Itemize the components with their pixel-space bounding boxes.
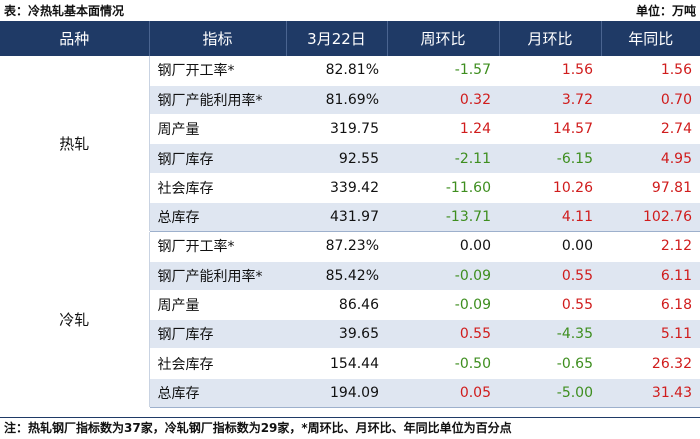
mom-cell: 4.11 <box>499 202 601 233</box>
mom-cell: -6.15 <box>499 143 601 174</box>
yoy-cell: 26.32 <box>601 348 700 379</box>
indicator-cell: 总库存 <box>149 202 286 233</box>
header-row: 品种 指标 3月22日 周环比 月环比 年同比 <box>0 21 700 56</box>
wow-cell: -0.50 <box>387 348 499 379</box>
indicator-cell: 周产量 <box>149 114 286 145</box>
yoy-cell: 2.12 <box>601 231 700 262</box>
value-cell: 81.69% <box>286 85 387 116</box>
table-row: 钢厂库存 92.55 -2.11 -6.15 4.95 <box>0 143 700 174</box>
table-row: 社会库存 154.44 -0.50 -0.65 26.32 <box>0 348 700 379</box>
yoy-cell: 4.95 <box>601 143 700 174</box>
value-cell: 92.55 <box>286 143 387 174</box>
indicator-cell: 钢厂产能利用率* <box>149 261 286 291</box>
variety-cell: 热轧 <box>0 56 150 233</box>
wow-cell: -13.71 <box>387 202 499 233</box>
mom-cell: 0.55 <box>499 290 601 321</box>
wow-cell: -1.57 <box>387 56 499 86</box>
value-cell: 39.65 <box>286 319 387 350</box>
mom-cell: 10.26 <box>499 173 601 203</box>
indicator-cell: 钢厂产能利用率* <box>149 85 286 116</box>
yoy-cell: 1.56 <box>601 56 700 86</box>
table-row: 社会库存 339.42 -11.60 10.26 97.81 <box>0 173 700 203</box>
table-caption: 表：冷热轧基本面情况 单位：万吨 <box>0 0 700 21</box>
mom-cell: 1.56 <box>499 56 601 86</box>
value-cell: 431.97 <box>286 202 387 233</box>
value-cell: 319.75 <box>286 114 387 145</box>
fundamentals-table: 品种 指标 3月22日 周环比 月环比 年同比 热轧 钢厂开工率* 82.81% -1… <box>0 21 700 409</box>
table-row: 钢厂产能利用率* 81.69% 0.32 3.72 0.70 <box>0 85 700 116</box>
table-title: 表：冷热轧基本面情况 <box>4 4 125 18</box>
value-cell: 82.81% <box>286 56 387 86</box>
indicator-cell: 社会库存 <box>149 173 286 203</box>
value-cell: 87.23% <box>286 231 387 262</box>
table-row: 钢厂库存 39.65 0.55 -4.35 5.11 <box>0 319 700 350</box>
table-row: 钢厂产能利用率* 85.42% -0.09 0.55 6.11 <box>0 261 700 291</box>
yoy-cell: 0.70 <box>601 85 700 116</box>
yoy-cell: 97.81 <box>601 173 700 203</box>
indicator-cell: 周产量 <box>149 290 286 321</box>
table-row: 总库存 431.97 -13.71 4.11 102.76 <box>0 202 700 233</box>
mom-cell: -4.35 <box>499 319 601 350</box>
wow-cell: 0.00 <box>387 231 499 262</box>
mom-cell: 3.72 <box>499 85 601 116</box>
yoy-cell: 102.76 <box>601 202 700 233</box>
yoy-cell: 31.43 <box>601 378 700 409</box>
unit-label: 单位：万吨 <box>635 4 696 18</box>
yoy-cell: 2.74 <box>601 114 700 145</box>
mom-cell: -5.00 <box>499 378 601 409</box>
wow-cell: 0.55 <box>387 319 499 350</box>
yoy-cell: 6.11 <box>601 261 700 291</box>
variety-cell: 冷轧 <box>0 231 150 409</box>
table-row: 热轧 钢厂开工率* 82.81% -1.57 1.56 1.56 <box>0 56 700 233</box>
footnote: 注：热轧钢厂指标数为37家，冷轧钢厂指标数为29家，*周环比、月环比、年同比单位… <box>0 417 700 438</box>
mom-cell: -0.65 <box>499 348 601 379</box>
indicator-cell: 社会库存 <box>149 348 286 379</box>
indicator-cell: 钢厂库存 <box>149 143 286 174</box>
table-row: 总库存 194.09 0.05 -5.00 31.43 <box>0 378 700 409</box>
table-body: 热轧 钢厂开工率* 82.81% -1.57 1.56 1.56 钢厂产能利用率* 81.69… <box>0 56 700 409</box>
wow-cell: -11.60 <box>387 173 499 203</box>
wow-cell: -2.11 <box>387 143 499 174</box>
value-cell: 194.09 <box>286 378 387 409</box>
header-variety: 品种 <box>0 21 149 56</box>
table-row: 周产量 86.46 -0.09 0.55 6.18 <box>0 290 700 321</box>
value-cell: 85.42% <box>286 261 387 291</box>
yoy-cell: 6.18 <box>601 290 700 321</box>
wow-cell: -0.09 <box>387 261 499 291</box>
indicator-cell: 钢厂库存 <box>149 319 286 350</box>
wow-cell: -0.09 <box>387 290 499 321</box>
table-row: 冷轧 钢厂开工率* 87.23% 0.00 0.00 2.12 <box>0 231 700 409</box>
value-cell: 86.46 <box>286 290 387 321</box>
indicator-cell: 钢厂开工率* <box>149 231 286 262</box>
header-mom: 月环比 <box>498 21 601 56</box>
indicator-cell: 钢厂开工率* <box>149 56 286 86</box>
header-date: 3月22日 <box>285 21 387 56</box>
wow-cell: 0.05 <box>387 378 499 409</box>
mom-cell: 14.57 <box>499 114 601 145</box>
header-indicator: 指标 <box>148 21 286 56</box>
mom-cell: 0.00 <box>499 231 601 262</box>
value-cell: 154.44 <box>286 348 387 379</box>
indicator-cell: 总库存 <box>149 378 286 409</box>
mom-cell: 0.55 <box>499 261 601 291</box>
wow-cell: 0.32 <box>387 85 499 116</box>
table-row: 周产量 319.75 1.24 14.57 2.74 <box>0 114 700 145</box>
yoy-cell: 5.11 <box>601 319 700 350</box>
value-cell: 339.42 <box>286 173 387 203</box>
header-wow: 周环比 <box>386 21 499 56</box>
header-yoy: 年同比 <box>600 21 700 56</box>
wow-cell: 1.24 <box>387 114 499 145</box>
